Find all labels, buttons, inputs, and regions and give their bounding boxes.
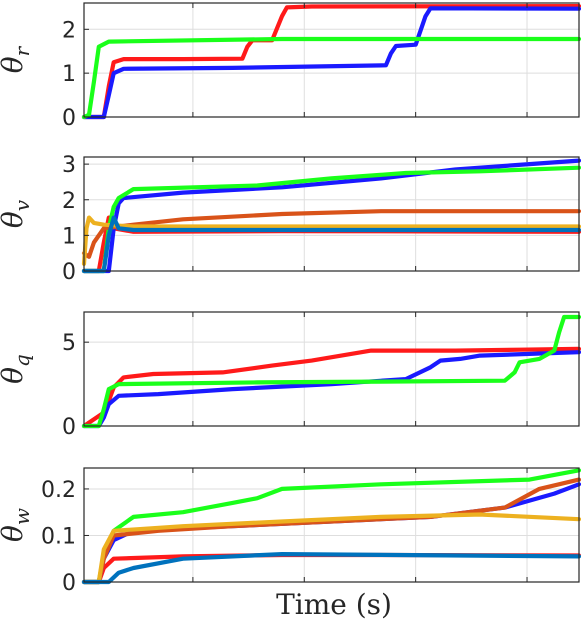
series-line-1: [81, 552, 581, 585]
series-line-2: [81, 482, 581, 585]
y-tick-label: 3: [62, 153, 76, 178]
y-tick-label: 5: [62, 331, 76, 356]
series-line-2: [81, 158, 581, 274]
y-tick-label: 2: [62, 189, 76, 214]
y-axis-subscript: r: [10, 45, 34, 56]
panel-4: 0 0.1 0.2 θw: [0, 467, 581, 596]
series-line-4: [81, 477, 581, 585]
panel-1: 0 1 2 θr: [0, 2, 581, 131]
y-tick-label: 0.1: [41, 524, 76, 549]
y-tick-label: 0: [62, 571, 76, 596]
series-line-1: [81, 3, 581, 120]
y-tick-label: 0: [62, 415, 76, 440]
y-axis-symbol: θ: [0, 525, 29, 542]
panel-2: 0 1 2 3 θv: [0, 153, 581, 285]
axes-box: [83, 2, 580, 118]
axes-box: [83, 156, 580, 272]
y-tick-label: 0: [62, 106, 76, 131]
x-axis-label: Time (s): [276, 588, 392, 621]
y-tick-label: 0.2: [41, 478, 76, 503]
panels: 012θr0123θv05θq00.10.2θw: [0, 2, 581, 596]
y-axis-subscript: q: [10, 354, 34, 367]
y-axis-label: θq: [0, 354, 34, 384]
series-line-2: [81, 6, 581, 120]
y-axis-label: θw: [0, 508, 34, 542]
y-axis-symbol: θ: [0, 56, 29, 73]
y-tick-label: 2: [62, 18, 76, 43]
y-tick-label: 1: [62, 62, 76, 87]
panel-3: 0 5 θq: [0, 311, 581, 440]
series-line-4: [81, 209, 581, 259]
y-axis-label: θv: [0, 199, 34, 228]
series-line-5: [81, 512, 581, 585]
y-axis-symbol: θ: [0, 211, 29, 228]
series-line-3: [81, 314, 581, 429]
series-line-2: [81, 350, 581, 429]
series-line-3: [81, 36, 581, 120]
axes-box: [83, 311, 580, 427]
y-axis-label: θr: [0, 45, 34, 73]
y-axis-subscript: v: [10, 199, 34, 211]
y-axis-symbol: θ: [0, 367, 29, 384]
axes-box: [83, 467, 580, 583]
series-line-5: [81, 215, 581, 266]
series-line-1: [81, 346, 581, 429]
y-tick-label: 1: [62, 224, 76, 249]
y-axis-subscript: w: [10, 508, 34, 525]
y-tick-label: 0: [62, 260, 76, 285]
